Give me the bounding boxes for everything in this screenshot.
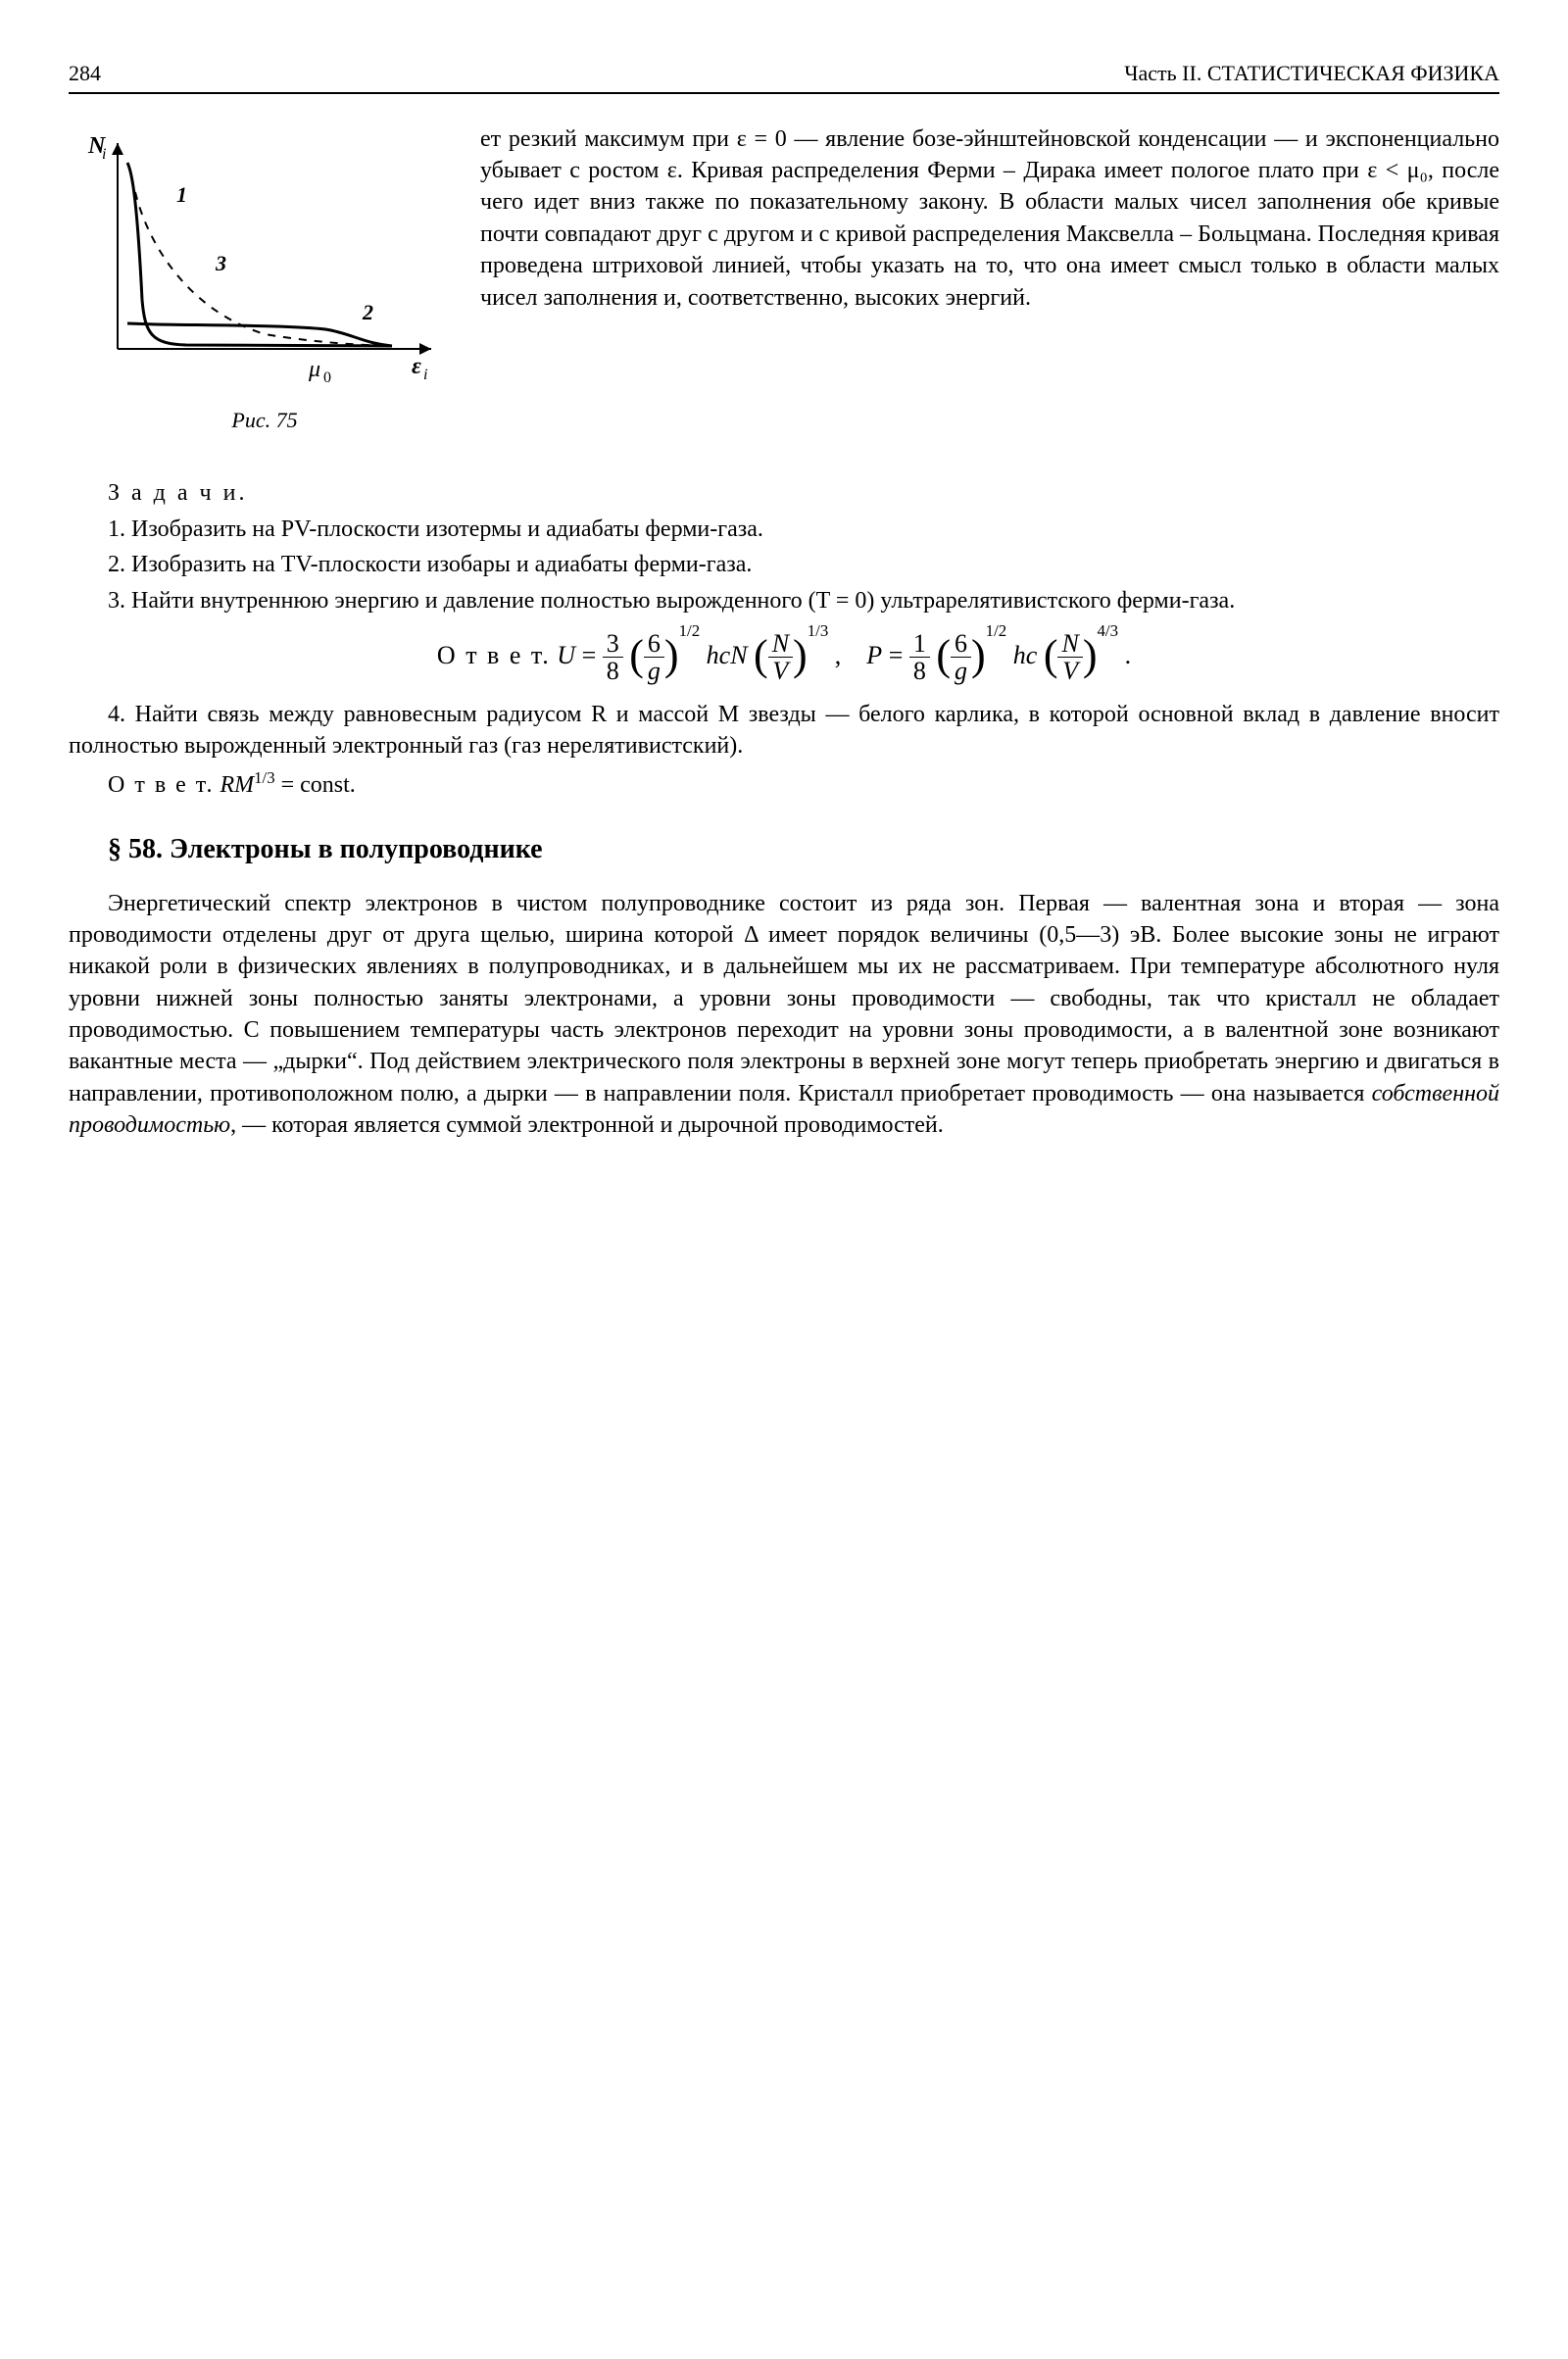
answer-label: О т в е т.	[437, 641, 551, 669]
figure-caption: Рис. 75	[69, 406, 461, 435]
task-2: 2. Изобразить на TV-плоскости изобары и …	[69, 549, 1499, 580]
figure-plot: N i ε i μ 0 1 2 3	[69, 123, 461, 398]
curve-label-2: 2	[362, 300, 373, 324]
curve-label-1: 1	[176, 182, 187, 207]
section-58-title: § 58. Электроны в полупроводнике	[108, 831, 1499, 868]
svg-text:i: i	[423, 367, 427, 383]
task-1: 1. Изобразить на PV-плоскости изотермы и…	[69, 514, 1499, 545]
section-58-paragraph: Энергетический спектр электронов в чисто…	[69, 888, 1499, 1142]
page-number: 284	[69, 59, 101, 88]
svg-text:i: i	[102, 146, 106, 163]
curve-label-3: 3	[215, 251, 226, 275]
axis-x-label: ε	[412, 354, 421, 379]
mu0-label: μ	[308, 357, 320, 382]
task-3-formula: О т в е т. U = 38 (6g)1/2 hcN (NV)1/3 , …	[69, 630, 1499, 685]
task-4: 4. Найти связь между равновесным радиусо…	[69, 699, 1499, 762]
task-3: 3. Найти внутреннюю энергию и давление п…	[69, 585, 1499, 616]
svg-text:0: 0	[323, 369, 331, 386]
part-title: Часть II. СТАТИСТИЧЕСКАЯ ФИЗИКА	[1124, 59, 1499, 88]
task-4-answer: О т в е т. RM1/3 = const.	[69, 767, 1499, 801]
tasks-heading: З а д а ч и.	[108, 477, 1499, 509]
page-header: 284 Часть II. СТАТИСТИЧЕСКАЯ ФИЗИКА	[69, 59, 1499, 94]
figure-75: N i ε i μ 0 1 2 3 Рис. 75	[69, 123, 461, 435]
